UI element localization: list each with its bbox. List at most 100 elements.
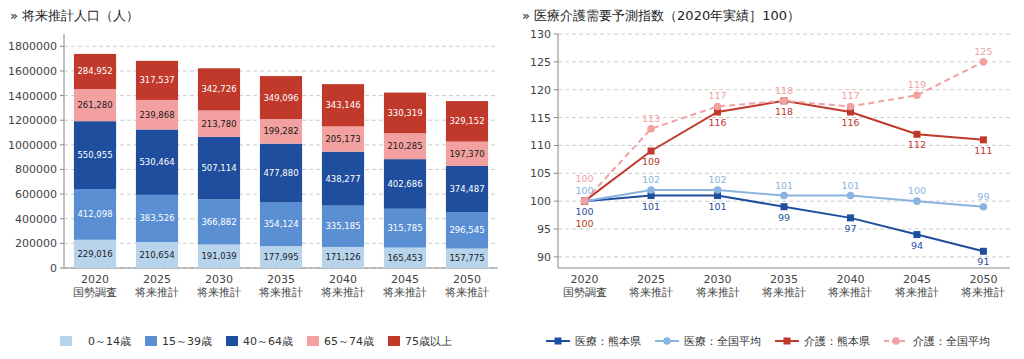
y-tick <box>554 34 558 35</box>
data-label: 111 <box>974 145 992 156</box>
y-tick <box>554 89 558 90</box>
data-label: 116 <box>708 117 726 128</box>
legend-label: 医療：全国平均 <box>684 335 761 348</box>
y-tick-label: 120 <box>530 84 551 97</box>
x-tick-label: 2025将来推計 <box>134 273 179 299</box>
data-label: 101 <box>708 201 726 212</box>
data-label: 210,654 <box>139 250 174 260</box>
y-axis-line <box>64 34 65 268</box>
y-tick <box>60 194 64 195</box>
data-label: 97 <box>844 223 856 234</box>
y-tick-label: 1000000 <box>8 139 57 152</box>
y-tick-label: 1800000 <box>8 40 57 53</box>
y-tick <box>60 46 64 47</box>
bar <box>384 248 426 268</box>
legend: 0～14歳15～39歳40～64歳65～74歳75歳以上 <box>60 335 452 348</box>
bar <box>446 212 488 249</box>
legend-item: 65～74歳 <box>307 335 374 348</box>
data-label: 354,124 <box>263 219 298 229</box>
bar <box>136 242 178 268</box>
x-tick-label-line: 将来推計 <box>196 286 241 299</box>
data-label: 117 <box>841 90 859 101</box>
marker <box>647 186 655 194</box>
bar <box>384 133 426 159</box>
chart-canvas: » 将来推計人口（人）02000004000006000008000001000… <box>0 0 1024 359</box>
marker <box>780 192 788 200</box>
x-tick-label-line: 2020 <box>571 273 599 286</box>
y-tick <box>60 268 64 269</box>
x-tick-label-line: 将来推計 <box>894 286 939 299</box>
data-label: 197,370 <box>449 149 484 159</box>
y-tick-label: 100 <box>530 195 551 208</box>
bar <box>198 244 240 268</box>
legend-label: 介護：熊本県 <box>804 335 870 348</box>
x-tick-label: 2025将来推計 <box>628 273 673 299</box>
marker <box>581 198 588 205</box>
data-label: 343,146 <box>325 100 360 110</box>
grid-line <box>558 173 1010 174</box>
x-tick-label-line: 将来推計 <box>960 286 1005 299</box>
line <box>585 62 984 201</box>
marker <box>980 58 988 66</box>
bar <box>74 240 116 268</box>
legend-label: 40～64歳 <box>243 335 293 348</box>
data-label: 550,955 <box>77 150 112 160</box>
line <box>585 196 984 252</box>
title: » 将来推計人口（人） <box>10 8 139 23</box>
bar <box>322 126 364 151</box>
legend-label: 75歳以上 <box>405 335 452 348</box>
bar <box>446 101 488 142</box>
y-tick-label: 105 <box>530 167 551 180</box>
data-label: 100 <box>576 218 594 229</box>
marker <box>980 248 987 255</box>
data-label: 239,868 <box>139 110 174 120</box>
data-label: 165,453 <box>387 253 422 263</box>
data-label: 157,775 <box>449 253 484 263</box>
bar <box>198 68 240 110</box>
bar <box>446 249 488 268</box>
data-label: 109 <box>642 156 660 167</box>
data-label: 125 <box>974 46 992 57</box>
data-label: 99 <box>778 212 790 223</box>
data-label: 330,319 <box>387 108 422 118</box>
x-tick-label: 2050将来推計 <box>444 273 489 299</box>
y-tick-label: 400000 <box>15 213 57 226</box>
data-label: 349,096 <box>263 93 298 103</box>
grid-line <box>558 34 1010 35</box>
marker <box>581 197 589 205</box>
data-label: 229,016 <box>77 249 112 259</box>
y-axis-line <box>558 34 559 268</box>
marker <box>581 197 589 205</box>
data-label: 374,487 <box>449 184 484 194</box>
y-tick <box>60 144 64 145</box>
y-tick <box>554 173 558 174</box>
marker <box>714 103 722 111</box>
x-axis-line <box>558 268 1010 269</box>
marker <box>847 103 855 111</box>
data-label: 177,995 <box>263 252 298 262</box>
x-tick-label-line: 将来推計 <box>320 286 365 299</box>
data-label: 261,280 <box>77 100 112 110</box>
y-tick-label: 600000 <box>15 188 57 201</box>
y-tick-label: 800000 <box>15 163 57 176</box>
x-tick-label-line: 2045 <box>391 273 419 286</box>
y-tick <box>554 61 558 62</box>
y-tick-label: 130 <box>530 28 551 41</box>
y-tick <box>554 117 558 118</box>
x-tick-label-line: 2030 <box>704 273 732 286</box>
x-tick-label: 2040将来推計 <box>320 273 365 299</box>
bar <box>136 195 178 242</box>
legend-label: 65～74歳 <box>324 335 374 348</box>
data-label: 199,282 <box>263 126 298 136</box>
grid-line <box>558 61 1010 62</box>
x-tick-label-line: 2035 <box>267 273 295 286</box>
y-tick-label: 0 <box>50 262 57 275</box>
marker <box>781 203 788 210</box>
panel: » 将来推計人口（人）02000004000006000008000001000… <box>8 8 498 348</box>
marks <box>74 54 488 268</box>
x-tick-label: 2050将来推計 <box>960 273 1005 299</box>
legend-swatch <box>388 336 400 346</box>
data-label: 530,464 <box>139 157 174 167</box>
data-label: 102 <box>642 174 660 185</box>
data-label: 329,152 <box>449 116 484 126</box>
